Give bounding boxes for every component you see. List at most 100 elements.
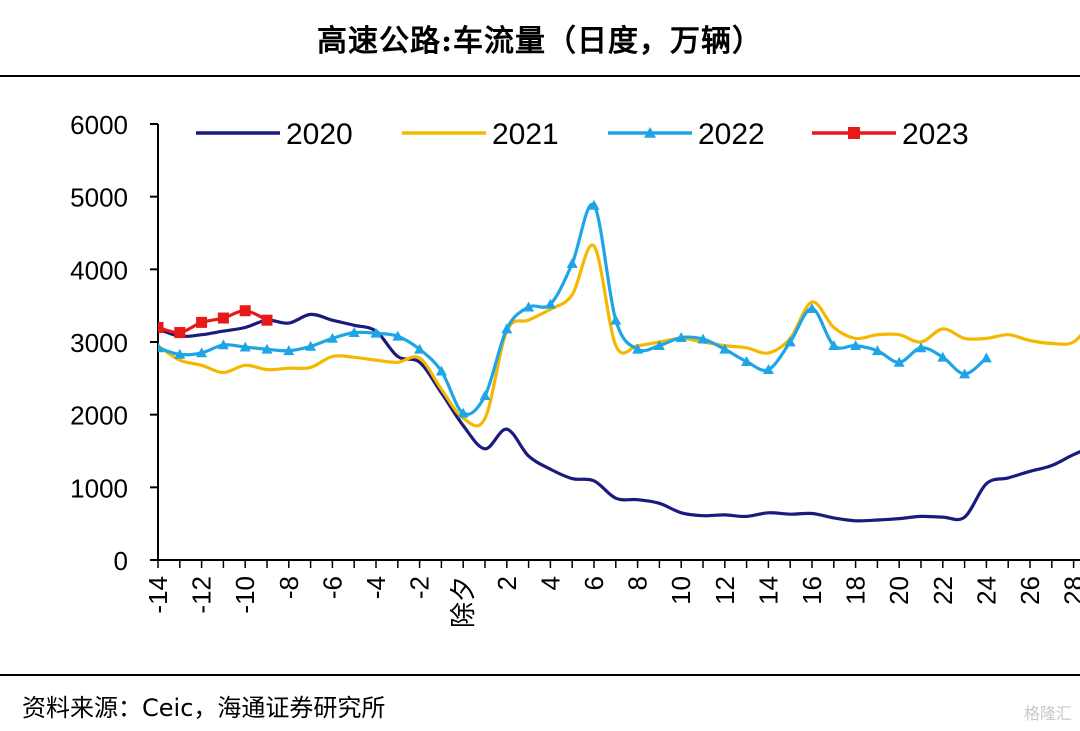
legend-item-2023: 2023 — [812, 118, 969, 151]
x-tick-label: 6 — [579, 576, 609, 590]
point-2022 — [566, 258, 578, 268]
point-2023 — [239, 305, 251, 317]
point-2022 — [893, 356, 905, 367]
x-tick-label: 4 — [535, 576, 565, 590]
series-line-2022 — [158, 202, 988, 416]
x-tick-label-group: -14 — [143, 576, 173, 614]
series-2022 — [158, 199, 992, 418]
legend-item-2021: 2021 — [402, 118, 559, 151]
point-2022 — [435, 365, 447, 376]
y-tick-label: 3000 — [70, 328, 128, 358]
x-tick-label: -12 — [187, 576, 217, 614]
x-tick-label: -14 — [143, 576, 173, 614]
point-2022 — [632, 343, 644, 354]
point-2022 — [370, 327, 382, 338]
point-2022 — [523, 301, 535, 312]
x-tick-label-group: 除夕 — [448, 576, 478, 628]
x-tick-label-group: 12 — [710, 576, 740, 605]
point-2022 — [828, 340, 840, 351]
x-tick-label-group: 20 — [884, 576, 914, 605]
point-2022 — [196, 347, 208, 358]
x-tick-label-group: 22 — [928, 576, 958, 605]
series-line-2021 — [158, 243, 1080, 428]
x-tick-label: 12 — [710, 576, 740, 605]
x-tick-label-group: 16 — [797, 576, 827, 605]
point-2022 — [675, 332, 687, 343]
x-tick-label: 28 — [1059, 576, 1080, 605]
y-tick-label: 1000 — [70, 473, 128, 503]
legend-marker-2023 — [848, 127, 860, 139]
point-2023 — [158, 321, 164, 333]
x-tick-label-group: -6 — [317, 576, 347, 599]
x-tick-label: 16 — [797, 576, 827, 605]
point-2022 — [719, 343, 731, 354]
x-tick-label: -10 — [230, 576, 260, 614]
x-tick-label: -4 — [361, 576, 391, 599]
x-tick-label-group: -8 — [274, 576, 304, 599]
point-2023 — [217, 312, 229, 324]
point-2022 — [784, 336, 796, 347]
x-tick-label-group: 2 — [492, 576, 522, 590]
y-tick-label: 4000 — [70, 255, 128, 285]
x-tick-label-group: 14 — [753, 576, 783, 605]
point-2022 — [959, 368, 971, 379]
legend-item-2022: 2022 — [608, 118, 765, 151]
y-tick-label: 2000 — [70, 401, 128, 431]
x-tick-label: 2 — [492, 576, 522, 590]
title-bar: 高速公路:车流量（日度，万辆） — [0, 0, 1080, 76]
series-2021 — [158, 243, 1080, 428]
point-2022 — [762, 364, 774, 375]
point-2022 — [697, 333, 709, 344]
legend-label-2023: 2023 — [902, 118, 969, 151]
point-2022 — [283, 345, 295, 356]
x-tick-label: 除夕 — [448, 576, 478, 628]
x-tick-label: 20 — [884, 576, 914, 605]
chart-title: 高速公路:车流量（日度，万辆） — [316, 24, 764, 59]
series-2023 — [158, 305, 273, 339]
x-tick-label: 18 — [841, 576, 871, 605]
x-tick-label: -6 — [317, 576, 347, 599]
point-2022 — [392, 330, 404, 341]
point-2022 — [414, 343, 426, 354]
x-tick-label: 22 — [928, 576, 958, 605]
x-tick-label: 14 — [753, 576, 783, 605]
legend: 2020 2021 2022 2023 — [196, 118, 969, 151]
top-divider — [0, 75, 1080, 77]
x-tick-label: 10 — [666, 576, 696, 605]
series-line-2020 — [158, 312, 1080, 523]
x-tick-label-group: 28 — [1059, 576, 1080, 605]
point-2022 — [158, 342, 164, 353]
x-tick-label-group: 18 — [841, 576, 871, 605]
x-tick-label: 24 — [971, 576, 1001, 605]
legend-label-2021: 2021 — [492, 118, 559, 151]
point-2022 — [479, 390, 491, 401]
x-tick-label-group: 8 — [623, 576, 653, 590]
x-tick-label-group: 10 — [666, 576, 696, 605]
y-tick-label: 5000 — [70, 183, 128, 213]
point-2022 — [217, 339, 229, 350]
x-tick-label-group: -12 — [187, 576, 217, 614]
point-2023 — [261, 314, 273, 326]
legend-item-2020: 2020 — [196, 118, 353, 151]
x-tick-label: -2 — [405, 576, 435, 599]
x-tick-label-group: 4 — [535, 576, 565, 590]
x-tick-label-group: 6 — [579, 576, 609, 590]
point-2022 — [348, 327, 360, 337]
point-2022 — [915, 342, 927, 353]
point-2022 — [610, 314, 622, 325]
series-layer — [158, 199, 1080, 523]
legend-marker-2022 — [644, 127, 656, 138]
x-tick-label-group: 26 — [1015, 576, 1045, 605]
legend-label-2020: 2020 — [286, 118, 353, 151]
point-2022 — [239, 341, 251, 352]
x-tick-label-group: 24 — [971, 576, 1001, 605]
y-tick-label: 6000 — [70, 110, 128, 140]
point-2022 — [261, 343, 273, 354]
point-2022 — [850, 340, 862, 351]
axes: 0 1000 2000 3000 4000 5000 6000 -14 -12 -10 -8 -6 -4… — [70, 110, 1080, 628]
series-2020 — [158, 312, 1080, 523]
point-2022 — [806, 303, 818, 313]
x-tick-label-group: -2 — [405, 576, 435, 599]
x-tick-label-group: -4 — [361, 576, 391, 599]
